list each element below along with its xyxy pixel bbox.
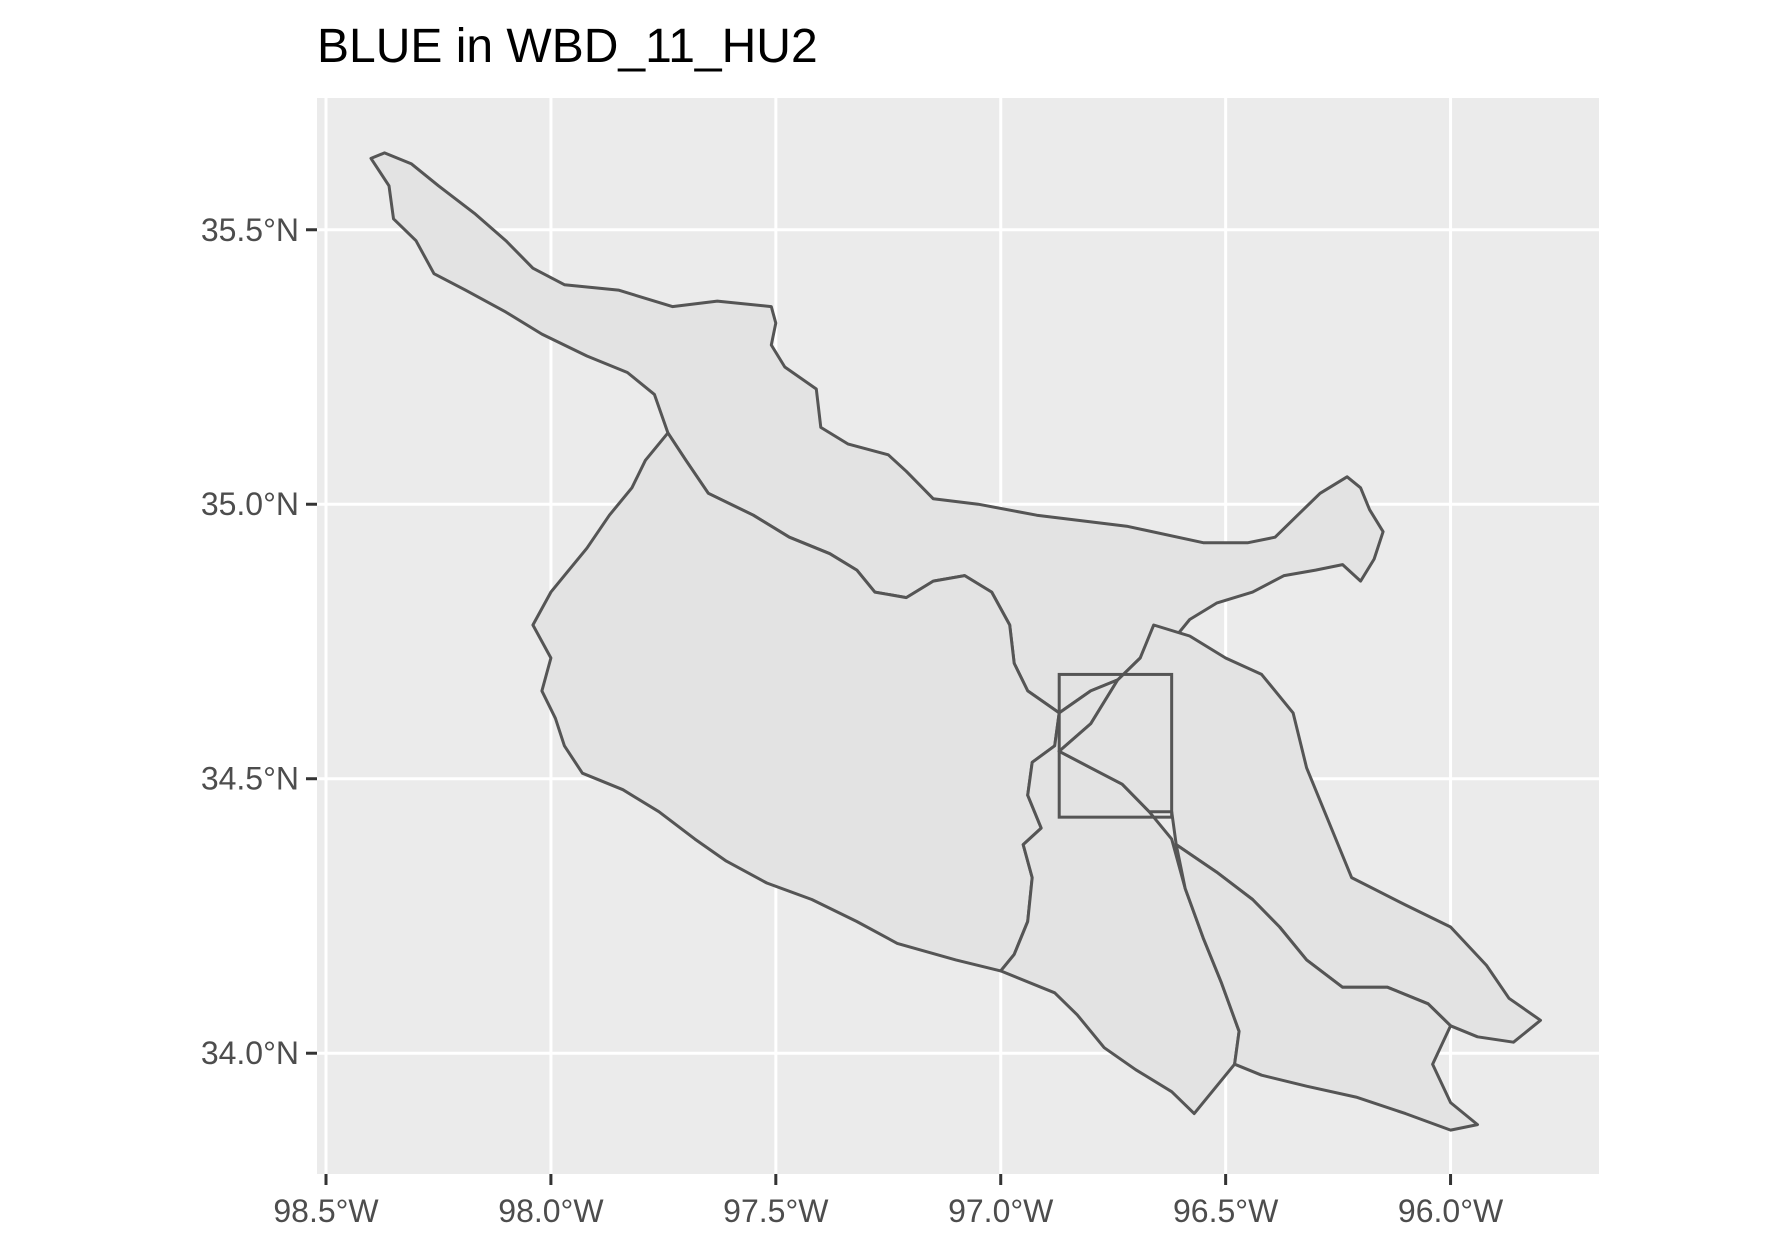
map-title: BLUE in WBD_11_HU2 [317,20,818,73]
x-tick-label: 97.0°W [948,1193,1054,1229]
y-tick-label: 35.0°N [201,486,299,522]
watershed-polygons [369,151,1542,1132]
y-tick-label: 34.5°N [201,761,299,797]
polygon-middle-east-watershed [1057,623,1542,1044]
x-axis: 98.5°W 98.0°W 97.5°W 97.0°W 96.5°W 96.0°W [273,1174,1504,1229]
area-of-interest-box [1057,672,1174,819]
y-tick-label: 35.5°N [201,212,299,248]
x-tick-label: 97.5°W [723,1193,829,1229]
x-tick-label: 98.5°W [273,1193,379,1229]
x-tick-label: 96.5°W [1173,1193,1279,1229]
x-tick-label: 98.0°W [498,1193,604,1229]
polygon-upper-north-watershed [369,151,1385,715]
polygon-southeast-watershed [1174,843,1479,1132]
y-axis: 34.0°N 34.5°N 35.0°N 35.5°N [201,212,317,1071]
y-tick-label: 34.0°N [201,1035,299,1071]
x-tick-label: 96.0°W [1398,1193,1504,1229]
